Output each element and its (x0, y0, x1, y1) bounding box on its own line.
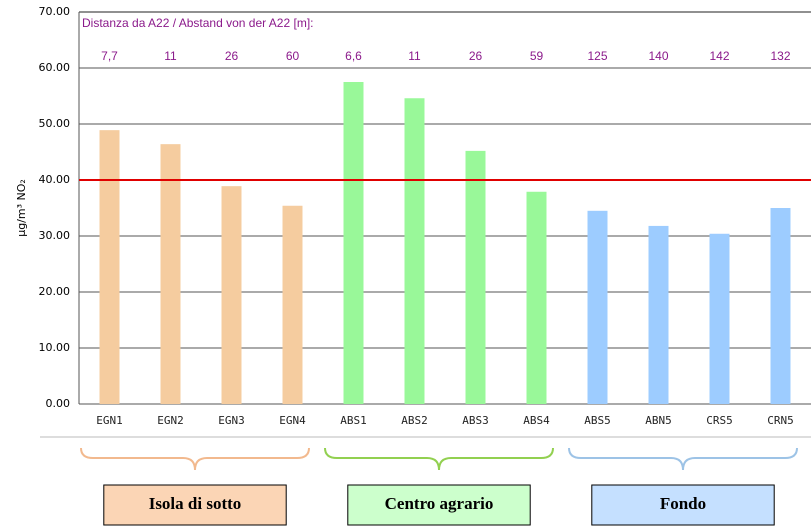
group-box (347, 484, 531, 526)
y-tick-label: 20.00 (39, 285, 71, 298)
group-box (103, 484, 287, 526)
x-tick-label: CRS5 (706, 414, 733, 427)
x-tick-label: ABS4 (523, 414, 550, 427)
x-tick-label: ABS3 (462, 414, 489, 427)
distance-label: 26 (469, 49, 483, 63)
x-tick-label: ABN5 (645, 414, 672, 427)
distance-label: 60 (286, 49, 300, 63)
x-tick-label: CRN5 (767, 414, 794, 427)
distance-label: 7,7 (101, 49, 118, 63)
bar (282, 205, 303, 404)
x-tick-label: ABS2 (401, 414, 428, 427)
bar (648, 225, 669, 404)
group-brace (324, 447, 554, 471)
distance-label: 132 (770, 49, 790, 63)
group-label: Isola di sotto (149, 494, 242, 513)
bar (709, 233, 730, 404)
group-box (591, 484, 775, 526)
x-tick-label: EGN1 (96, 414, 123, 427)
bar (587, 210, 608, 404)
annotation: Distanza da A22 / Abstand von der A22 [m… (82, 16, 313, 30)
distance-label: 11 (164, 49, 177, 63)
bar (221, 186, 242, 404)
x-tick-label: EGN3 (218, 414, 245, 427)
bar (770, 208, 791, 404)
bar (465, 150, 486, 404)
distance-label: 59 (530, 49, 544, 63)
group-label: Centro agrario (385, 494, 494, 513)
distance-label: 6,6 (345, 49, 362, 63)
distance-label: 142 (709, 49, 729, 63)
y-axis-label: µg/m³ NO₂ (15, 179, 28, 237)
distance-label: 11 (408, 49, 421, 63)
y-tick-label: 70.00 (39, 5, 71, 18)
distance-label: 125 (587, 49, 607, 63)
x-tick-label: ABS5 (584, 414, 611, 427)
distance-label: 140 (648, 49, 668, 63)
group-label: Fondo (660, 494, 706, 513)
y-tick-label: 0.00 (46, 397, 71, 410)
bar (404, 98, 425, 405)
y-tick-label: 60.00 (39, 61, 71, 74)
group-brace (568, 447, 798, 471)
x-tick-label: ABS1 (340, 414, 367, 427)
x-tick-label: EGN2 (157, 414, 184, 427)
group-brace (80, 447, 310, 471)
y-tick-label: 30.00 (39, 229, 71, 242)
x-tick-label: EGN4 (279, 414, 306, 427)
bar (99, 130, 120, 404)
bar (526, 191, 547, 404)
bar (343, 82, 364, 404)
y-tick-label: 40.00 (39, 173, 71, 186)
bar (160, 144, 181, 404)
y-tick-label: 10.00 (39, 341, 71, 354)
y-tick-label: 50.00 (39, 117, 71, 130)
distance-label: 26 (225, 49, 239, 63)
